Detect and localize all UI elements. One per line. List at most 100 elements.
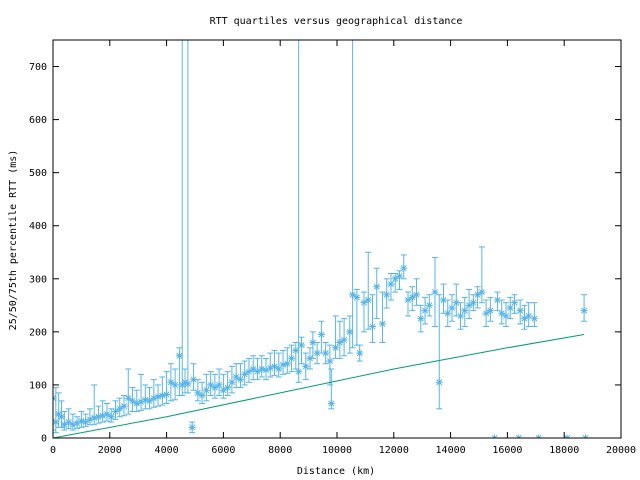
data-point — [266, 364, 274, 372]
data-point — [461, 307, 469, 315]
data-point — [486, 307, 494, 315]
data-point — [279, 361, 287, 369]
data-point — [55, 410, 63, 418]
plot-area — [53, 40, 589, 438]
data-point — [332, 344, 340, 352]
data-point — [516, 307, 524, 315]
data-point — [520, 315, 528, 323]
x-tick-label: 20000 — [606, 445, 636, 456]
data-point — [295, 368, 303, 376]
data-point — [369, 323, 376, 331]
x-tick-label: 8000 — [268, 445, 292, 456]
data-point — [400, 264, 408, 272]
data-point — [364, 296, 372, 304]
data-point — [506, 304, 514, 312]
data-point — [215, 381, 223, 389]
data-point — [90, 414, 98, 422]
data-point — [440, 296, 447, 304]
data-point — [292, 346, 300, 354]
data-point — [129, 397, 137, 405]
data-point — [241, 370, 249, 378]
x-tick-label: 18000 — [549, 445, 579, 456]
y-tick-label: 200 — [29, 327, 47, 338]
data-point — [171, 381, 179, 389]
data-point — [530, 315, 538, 323]
data-point — [317, 331, 325, 339]
data-point — [408, 293, 416, 301]
data-point — [271, 362, 279, 370]
x-tick-label: 4000 — [155, 445, 179, 456]
data-point — [313, 349, 321, 357]
plot-elements — [53, 40, 589, 438]
data-point — [202, 386, 210, 394]
data-point — [511, 299, 518, 307]
data-point — [167, 378, 175, 386]
data-point — [387, 280, 395, 288]
y-tick-label: 500 — [29, 168, 47, 179]
data-point — [175, 352, 183, 360]
data-point — [326, 357, 334, 365]
data-point — [77, 417, 85, 425]
data-point — [99, 412, 107, 420]
data-point — [444, 309, 452, 317]
data-point — [275, 365, 283, 373]
data-point — [69, 421, 77, 429]
data-point — [181, 378, 189, 386]
data-point — [404, 296, 412, 304]
data-point — [224, 384, 232, 392]
data-point — [383, 291, 391, 299]
y-tick-label: 600 — [29, 115, 47, 126]
data-point — [340, 336, 348, 344]
data-point — [346, 328, 354, 336]
x-tick-label: 2000 — [98, 445, 122, 456]
data-point — [133, 400, 141, 408]
data-point — [253, 368, 261, 376]
data-point — [258, 365, 266, 373]
data-point — [219, 386, 227, 394]
chart-title: RTT quartiles versus geographical distan… — [210, 16, 463, 27]
data-point — [58, 413, 66, 421]
data-point — [249, 365, 257, 373]
data-point — [120, 402, 128, 410]
data-point — [190, 376, 198, 384]
data-point — [141, 396, 149, 404]
data-point — [478, 288, 486, 296]
data-point — [474, 291, 482, 299]
data-point — [493, 296, 501, 304]
data-point — [65, 418, 73, 426]
data-point — [53, 418, 60, 426]
x-tick-label: 12000 — [379, 445, 409, 456]
y-tick-label: 400 — [29, 221, 47, 232]
data-point — [322, 349, 330, 357]
data-point — [107, 413, 115, 421]
data-point — [116, 405, 124, 413]
data-point — [211, 384, 219, 392]
x-tick-label: 14000 — [436, 445, 466, 456]
data-point — [154, 393, 162, 401]
data-point — [498, 309, 506, 317]
data-point — [349, 291, 357, 299]
data-point — [378, 320, 386, 328]
data-point — [232, 373, 240, 381]
data-point — [73, 419, 81, 427]
y-tick-label: 700 — [29, 62, 47, 73]
data-point — [482, 309, 490, 317]
series-line — [53, 334, 585, 438]
x-axis-label: Distance (km) — [297, 466, 375, 477]
data-point — [417, 315, 425, 323]
axis-ticks: 0 2000 4000 6000 8000 10000 12000 14000 16000 180… — [29, 40, 636, 456]
data-point — [431, 288, 439, 296]
data-point — [448, 304, 456, 312]
data-point — [336, 338, 344, 346]
data-point — [82, 418, 90, 426]
data-point — [184, 380, 192, 388]
data-point — [163, 390, 171, 398]
data-point — [525, 312, 533, 320]
data-point — [124, 394, 132, 402]
data-point — [111, 407, 119, 415]
data-point — [327, 400, 335, 408]
data-point — [395, 272, 403, 280]
data-point — [188, 423, 196, 431]
x-tick-label: 6000 — [211, 445, 235, 456]
